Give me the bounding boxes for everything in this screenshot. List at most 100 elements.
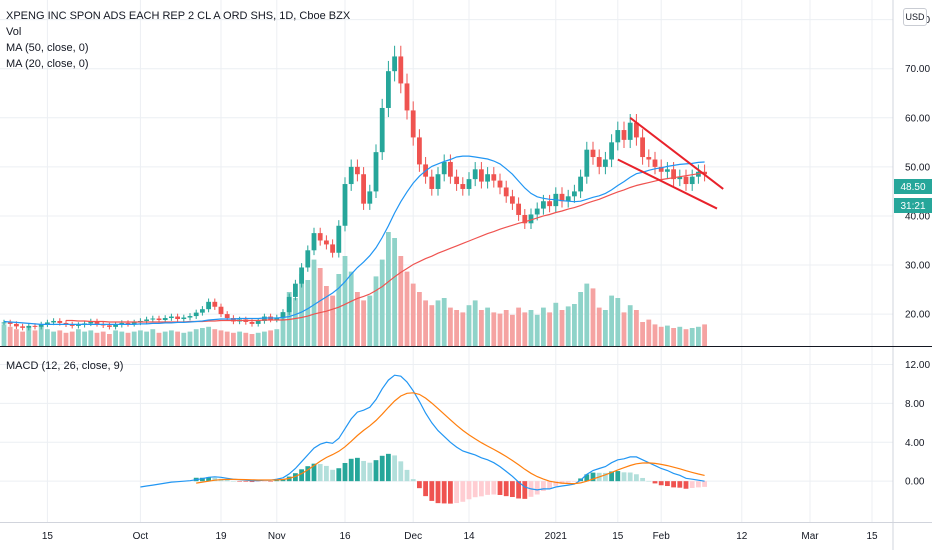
candle-body-103 [640,137,645,158]
macd-hist-bar-56 [348,458,354,482]
candle-body-53 [330,244,335,253]
volume-bar-113 [702,324,707,346]
macd-hist-bar-32 [200,477,205,482]
candle-body-79 [491,174,497,181]
macd-hist-bar-71 [441,481,447,504]
volume-bar-55 [342,256,348,346]
macd-hist-bar-76 [472,481,478,498]
candle-body-33 [206,301,211,310]
macd-hist-bar-106 [658,481,664,486]
volume-bar-63 [392,238,397,346]
macd-hist-bar-91 [565,481,571,483]
volume-bar-61 [379,259,385,346]
signal-line [196,392,705,485]
macd-hist-bar-66 [410,479,416,482]
candle-body-70 [435,174,441,189]
candle-body-1 [7,322,13,324]
volume-bar-76 [472,300,478,346]
volume-bar-108 [671,328,676,346]
macd-hist-bar-64 [398,461,404,482]
volume-bar-91 [565,306,571,346]
volume-bar-80 [497,313,503,346]
volume-bar-3 [20,331,25,346]
macd-tick-label-2: 8.00 [905,399,925,410]
macd-hist-bar-52 [324,465,329,482]
macd-hist-bar-84 [522,481,528,499]
volume-bar-47 [293,298,298,346]
legend-ma50[interactable]: MA (50, close, 0) [6,42,89,54]
candle-body-88 [547,201,552,207]
candle-body-90 [559,193,565,202]
symbol-title[interactable]: XPENG INC SPON ADS EACH REP 2 CL A ORD S… [6,10,351,22]
candle-body-91 [565,196,571,202]
macd-hist-bar-79 [491,481,497,495]
candle-body-106 [658,166,664,172]
volume-bar-25 [156,332,162,346]
price-tick-label-2: 40.00 [905,211,930,222]
volume-bar-96 [596,307,602,346]
candle-body-0 [1,322,7,324]
volume-bar-81 [503,310,509,346]
volume-bar-89 [553,302,559,346]
macd-hist-bar-104 [646,480,652,482]
candle-body-32 [200,309,205,313]
candle-body-63 [392,56,397,72]
candle-body-101 [627,122,633,140]
legend-macd-label[interactable]: MACD (12, 26, close, 9) [6,360,124,372]
candle-body-85 [528,214,534,224]
macd-hist-bar-105 [652,481,658,484]
candle-body-67 [417,137,422,165]
candle-body-31 [193,312,199,317]
macd-hist-bar-74 [460,481,466,502]
volume-bar-30 [187,331,193,346]
candle-body-9 [57,320,63,323]
volume-bar-77 [479,310,484,346]
volume-bar-11 [69,331,75,346]
legend-vol[interactable]: Vol [6,26,22,38]
macd-hist-bar-43 [268,481,273,482]
candle-body-62 [386,71,391,108]
currency-button[interactable]: USD [903,8,927,26]
macd-hist-bar-101 [627,472,633,482]
candle-body-104 [646,157,652,160]
candle-body-41 [255,320,261,324]
volume-bar-53 [330,295,335,346]
volume-bar-62 [386,232,391,346]
volume-bar-74 [460,312,466,346]
time-tick-label-0: 15 [42,531,54,542]
macd-hist-bar-110 [683,481,689,489]
macd-lines [140,374,705,491]
volume-bar-59 [367,295,373,346]
volume-bar-15 [94,332,100,346]
volume-bar-8 [51,331,56,346]
volume-bar-56 [348,271,354,346]
candle-body-71 [441,161,447,175]
candle-body-10 [63,322,69,325]
macd-hist-bar-45 [280,479,286,482]
macd-hist-bar-55 [342,462,348,482]
macd-hist-bar-87 [541,481,546,491]
macd-hist-bar-53 [330,469,335,482]
candle-body-64 [398,56,404,84]
volume-bar-98 [609,295,614,346]
candle-body-59 [367,191,373,204]
volume-bar-35 [218,330,224,346]
candle-body-95 [590,149,596,158]
macd-hist-bar-81 [503,481,509,497]
legend-ma20[interactable]: MA (20, close, 0) [6,58,89,70]
volume-bar-17 [107,334,112,346]
last-price-tag: 48.50 [900,182,925,193]
macd-hist-bar-73 [454,481,459,504]
macd-hist-bar-100 [621,472,627,482]
volume-bar-86 [534,314,540,346]
macd-hist-bar-51 [317,464,323,482]
candle-body-48 [299,267,304,284]
volume-bar-32 [200,328,205,346]
macd-hist-bar-44 [274,480,280,482]
volume-bar-10 [63,332,69,346]
volume-bar-7 [45,329,50,346]
volume-bar-70 [435,300,441,346]
candle-body-14 [88,321,94,324]
candle-body-12 [76,324,81,326]
